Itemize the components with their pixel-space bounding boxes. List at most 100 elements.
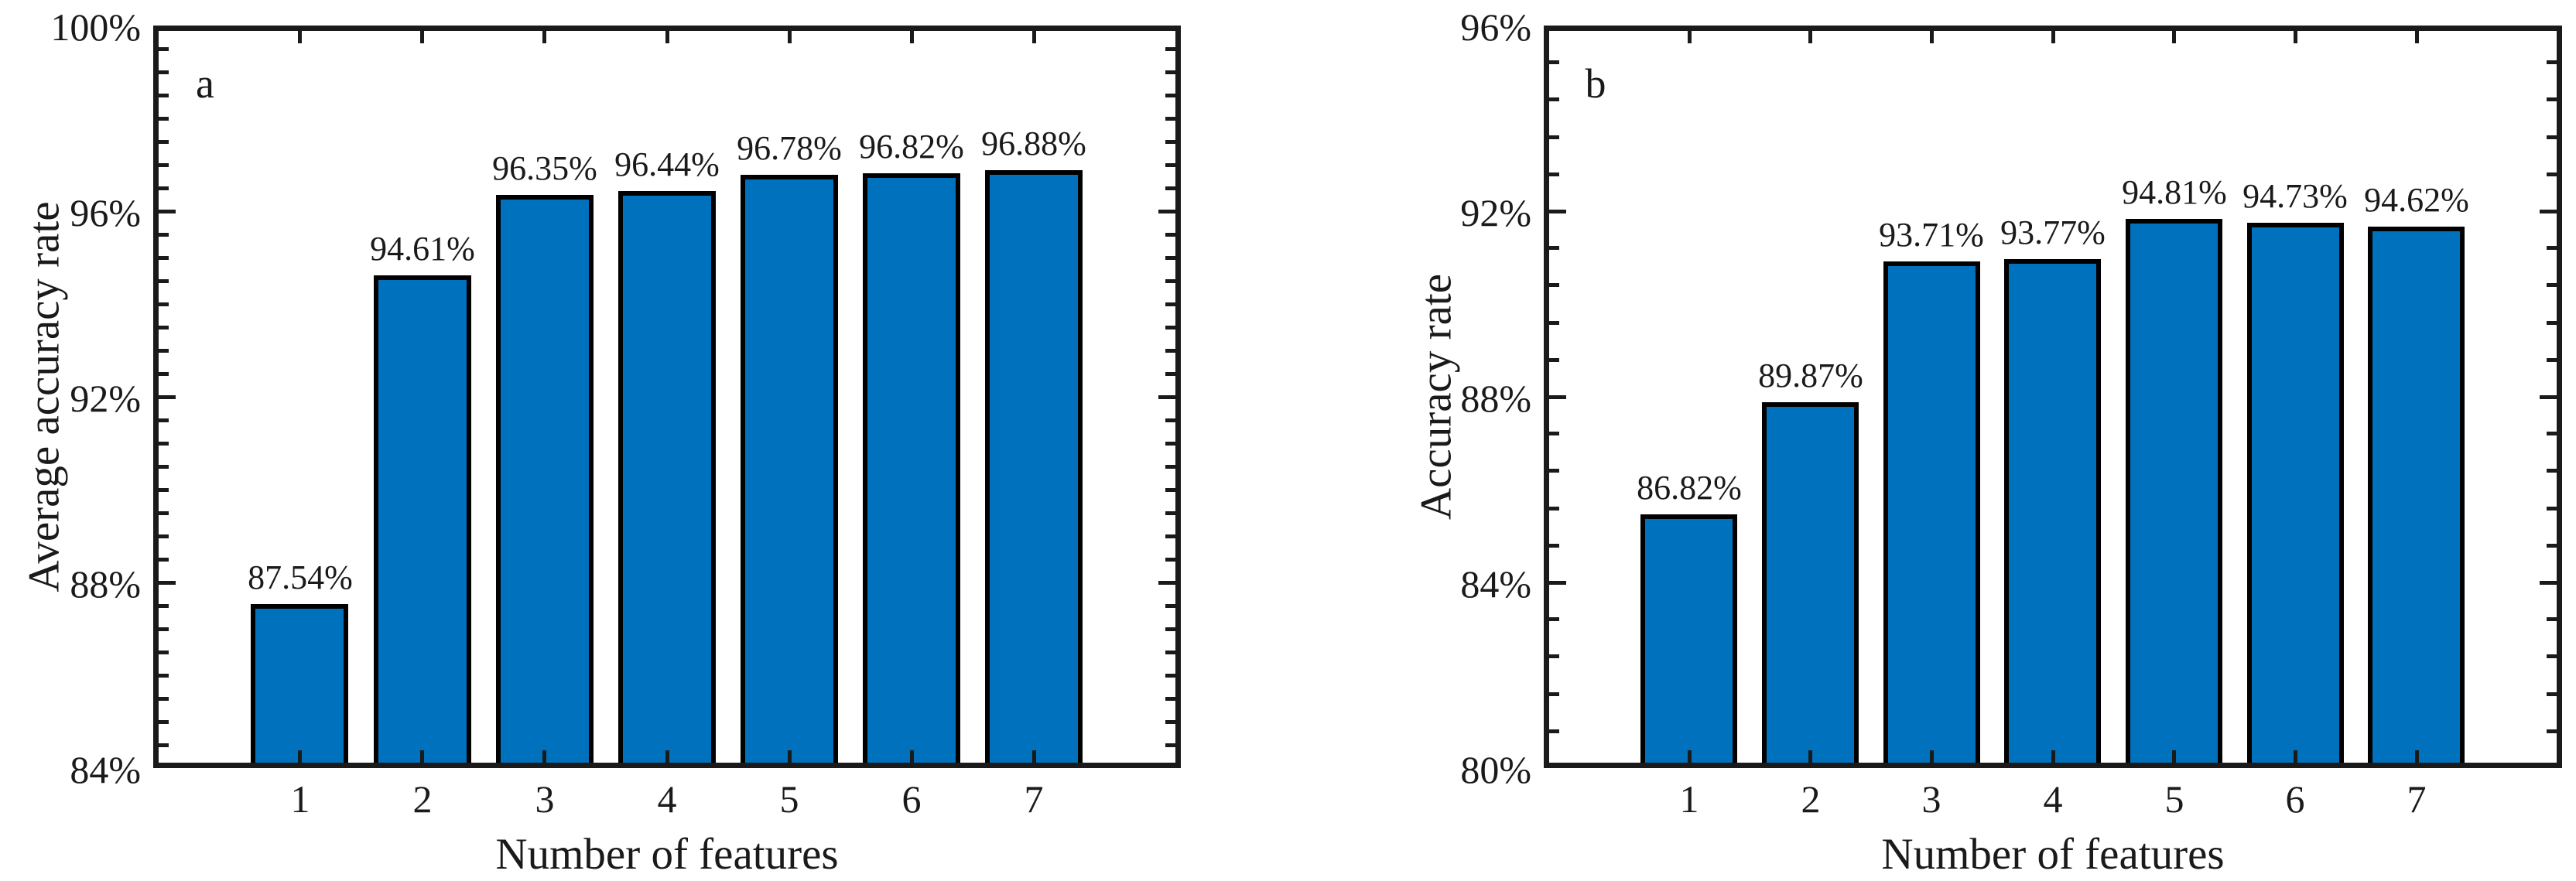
y-minor-tick (159, 349, 169, 353)
y-major-tick (1549, 581, 1566, 585)
bar-value-label: 96.82% (859, 128, 964, 166)
y-minor-tick-right (1165, 279, 1175, 283)
bar (1883, 261, 1980, 763)
y-minor-tick (159, 140, 169, 144)
y-minor-tick-right (2547, 283, 2557, 287)
x-tick-top (1930, 31, 1934, 43)
y-tick-label: 92% (70, 377, 141, 420)
y-minor-tick (1549, 358, 1559, 362)
y-minor-tick (1549, 544, 1559, 548)
y-minor-tick-right (2547, 321, 2557, 325)
x-tick-bottom (788, 750, 792, 763)
x-tick-top (1688, 31, 1692, 43)
y-minor-tick-right (1165, 233, 1175, 237)
y-minor-tick (159, 558, 169, 562)
y-minor-tick-right (1165, 604, 1175, 608)
y-major-tick-right (1158, 581, 1175, 585)
x-axis-title: Number of features (1881, 830, 2225, 879)
y-minor-tick-right (2547, 729, 2557, 733)
x-tick-top (542, 31, 546, 43)
y-tick-label: 88% (70, 562, 141, 606)
y-minor-tick-right (1165, 558, 1175, 562)
y-minor-tick-right (2547, 135, 2557, 139)
bar (251, 604, 348, 763)
x-tick-bottom (420, 750, 424, 763)
y-minor-tick (1549, 692, 1559, 696)
y-minor-tick-right (1165, 465, 1175, 469)
y-minor-tick (1549, 469, 1559, 473)
y-minor-tick-right (2547, 544, 2557, 548)
y-minor-tick (1549, 507, 1559, 511)
y-minor-tick (159, 233, 169, 237)
x-tick-label: 7 (2407, 777, 2427, 821)
bar-value-label: 93.71% (1879, 216, 1984, 254)
x-tick-top (2415, 31, 2419, 43)
y-minor-tick-right (1165, 743, 1175, 747)
y-minor-tick (159, 186, 169, 190)
bar (863, 173, 960, 763)
bar (496, 195, 594, 763)
x-tick-bottom (2051, 750, 2055, 763)
y-minor-tick-right (1165, 140, 1175, 144)
y-tick-label: 96% (1460, 5, 1531, 49)
y-major-tick-right (1158, 395, 1175, 399)
y-minor-tick-right (2547, 60, 2557, 64)
y-minor-tick (159, 117, 169, 121)
y-minor-tick (1549, 135, 1559, 139)
y-minor-tick-right (1165, 697, 1175, 701)
x-tick-bottom (2172, 750, 2176, 763)
y-minor-tick-right (1165, 326, 1175, 330)
y-major-tick-right (1158, 210, 1175, 213)
x-tick-top (298, 31, 302, 43)
y-axis-title: Accuracy rate (1411, 273, 1461, 521)
y-minor-tick-right (2547, 654, 2557, 658)
bar (374, 275, 471, 763)
bar-value-label: 94.73% (2242, 177, 2348, 215)
y-minor-tick-right (1165, 674, 1175, 678)
y-minor-tick (1549, 283, 1559, 287)
y-major-tick (1549, 395, 1566, 399)
y-minor-tick-right (1165, 418, 1175, 422)
y-minor-tick (1549, 172, 1559, 176)
y-minor-tick (1549, 321, 1559, 325)
y-minor-tick-right (1165, 70, 1175, 74)
x-tick-top (665, 31, 669, 43)
y-minor-tick (1549, 97, 1559, 101)
panel-letter: a (196, 60, 214, 107)
bar (2126, 219, 2222, 763)
x-tick-top (2294, 31, 2297, 43)
y-minor-tick-right (1165, 534, 1175, 538)
x-tick-bottom (910, 750, 914, 763)
bar (1762, 402, 1859, 763)
y-tick-label: 92% (1460, 191, 1531, 234)
y-minor-tick (159, 604, 169, 608)
bar (741, 175, 838, 763)
x-tick-label: 1 (290, 777, 310, 821)
y-minor-tick (159, 488, 169, 492)
y-major-tick-right (2540, 395, 2557, 399)
y-minor-tick-right (1165, 163, 1175, 167)
x-tick-bottom (1688, 750, 1692, 763)
x-tick-top (1808, 31, 1812, 43)
y-minor-tick (1549, 617, 1559, 621)
bar-value-label: 96.88% (981, 125, 1086, 162)
bar-value-label: 94.62% (2364, 181, 2469, 219)
x-tick-label: 7 (1024, 777, 1044, 821)
y-minor-tick-right (1165, 627, 1175, 631)
y-minor-tick-right (1165, 720, 1175, 724)
y-minor-tick (159, 163, 169, 167)
y-minor-tick (1549, 60, 1559, 64)
y-tick-label: 88% (1460, 377, 1531, 420)
y-minor-tick (159, 326, 169, 330)
y-minor-tick (1549, 432, 1559, 435)
y-minor-tick-right (2547, 469, 2557, 473)
x-tick-label: 4 (2043, 777, 2063, 821)
x-axis-title: Number of features (495, 830, 839, 879)
y-minor-tick-right (1165, 651, 1175, 654)
y-minor-tick (1549, 654, 1559, 658)
x-tick-label: 1 (1679, 777, 1699, 821)
y-minor-tick-right (2547, 97, 2557, 101)
bar (985, 170, 1083, 763)
bar-value-label: 94.61% (370, 230, 475, 268)
x-tick-top (2172, 31, 2176, 43)
